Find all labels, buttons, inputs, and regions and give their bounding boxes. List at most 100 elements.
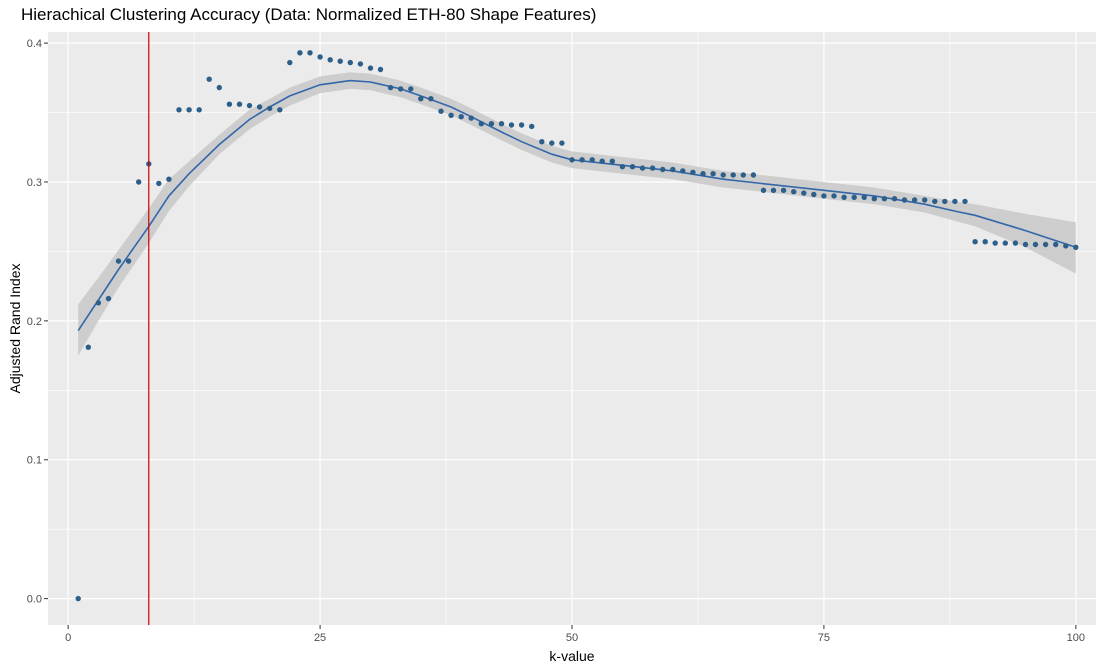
- data-point: [196, 107, 202, 113]
- x-axis-ticks: 0 25 50 75 100: [65, 625, 1085, 644]
- data-point: [216, 84, 222, 91]
- data-point: [599, 158, 605, 164]
- data-point: [922, 197, 928, 203]
- data-point: [730, 172, 736, 178]
- data-point: [337, 58, 343, 64]
- data-point: [589, 157, 595, 163]
- data-point: [347, 59, 353, 66]
- data-point: [609, 158, 615, 164]
- data-point: [539, 139, 545, 145]
- data-point: [1063, 243, 1069, 249]
- data-point: [1073, 244, 1079, 250]
- data-points: [75, 50, 1079, 602]
- data-point: [327, 57, 333, 63]
- data-point: [841, 194, 847, 200]
- data-point: [932, 198, 938, 205]
- data-point: [418, 96, 424, 102]
- y-tick-label: 0.4: [27, 38, 42, 50]
- data-point: [619, 164, 626, 170]
- data-point: [750, 172, 757, 178]
- data-point: [780, 187, 787, 193]
- data-point: [478, 121, 484, 127]
- data-point: [911, 197, 918, 203]
- data-point: [186, 107, 192, 113]
- data-point: [246, 102, 253, 109]
- data-point: [287, 59, 293, 66]
- data-point: [851, 194, 857, 200]
- data-point: [206, 76, 212, 82]
- data-point: [498, 121, 505, 127]
- y-axis-title: Adjusted Rand Index: [7, 264, 23, 394]
- data-point: [105, 295, 112, 302]
- data-point: [801, 190, 807, 196]
- y-tick-label: 0.3: [27, 177, 42, 189]
- data-point: [881, 196, 888, 202]
- data-point: [529, 123, 535, 130]
- data-point: [277, 107, 283, 113]
- data-point: [85, 344, 92, 350]
- data-point: [448, 112, 454, 119]
- data-point: [639, 165, 646, 171]
- data-point: [377, 66, 384, 73]
- data-point: [367, 65, 374, 71]
- smooth-line: [77, 79, 1077, 332]
- data-point: [307, 50, 313, 56]
- data-point: [267, 105, 273, 112]
- data-point: [972, 239, 978, 245]
- data-point: [468, 115, 474, 121]
- data-point: [982, 239, 988, 245]
- data-point: [428, 96, 434, 102]
- data-point: [710, 171, 716, 177]
- data-point: [549, 140, 555, 146]
- data-point: [821, 193, 827, 199]
- data-point: [518, 122, 525, 128]
- data-point: [720, 172, 726, 178]
- data-point: [136, 179, 142, 185]
- grid-major: [48, 32, 1096, 625]
- data-point: [760, 187, 767, 193]
- data-point: [1032, 241, 1039, 248]
- data-point: [700, 171, 706, 177]
- data-point: [660, 166, 666, 173]
- data-point: [408, 86, 414, 92]
- data-point: [569, 157, 575, 163]
- data-point: [861, 194, 867, 200]
- data-point: [176, 107, 182, 113]
- data-point: [559, 140, 565, 146]
- data-point: [1053, 241, 1059, 248]
- y-tick-label: 0.1: [27, 455, 42, 467]
- data-point: [871, 196, 877, 202]
- data-point: [1042, 241, 1049, 248]
- x-tick-label: 75: [818, 632, 830, 644]
- data-point: [831, 193, 837, 199]
- data-point: [891, 196, 898, 202]
- x-tick-label: 100: [1067, 632, 1085, 644]
- data-point: [75, 595, 81, 602]
- data-point: [690, 169, 696, 175]
- data-point: [236, 101, 243, 107]
- data-point: [1012, 240, 1019, 246]
- data-point: [256, 104, 263, 110]
- x-axis-title: k-value: [549, 648, 594, 664]
- data-point: [962, 198, 968, 205]
- data-point: [508, 122, 515, 128]
- data-point: [942, 198, 948, 205]
- chart-title: Hierachical Clustering Accuracy (Data: N…: [21, 5, 597, 24]
- data-point: [680, 168, 686, 174]
- data-point: [791, 189, 797, 195]
- data-point: [811, 191, 817, 198]
- data-point: [579, 157, 585, 163]
- data-point: [992, 240, 998, 246]
- data-point: [488, 121, 495, 127]
- data-point: [740, 172, 746, 178]
- y-tick-label: 0.0: [27, 594, 42, 606]
- data-point: [458, 114, 464, 120]
- data-point: [297, 50, 303, 56]
- data-point: [166, 176, 172, 182]
- data-point: [156, 180, 162, 187]
- data-point: [387, 84, 394, 91]
- data-point: [901, 197, 908, 203]
- data-point: [226, 101, 233, 107]
- data-point: [670, 166, 676, 173]
